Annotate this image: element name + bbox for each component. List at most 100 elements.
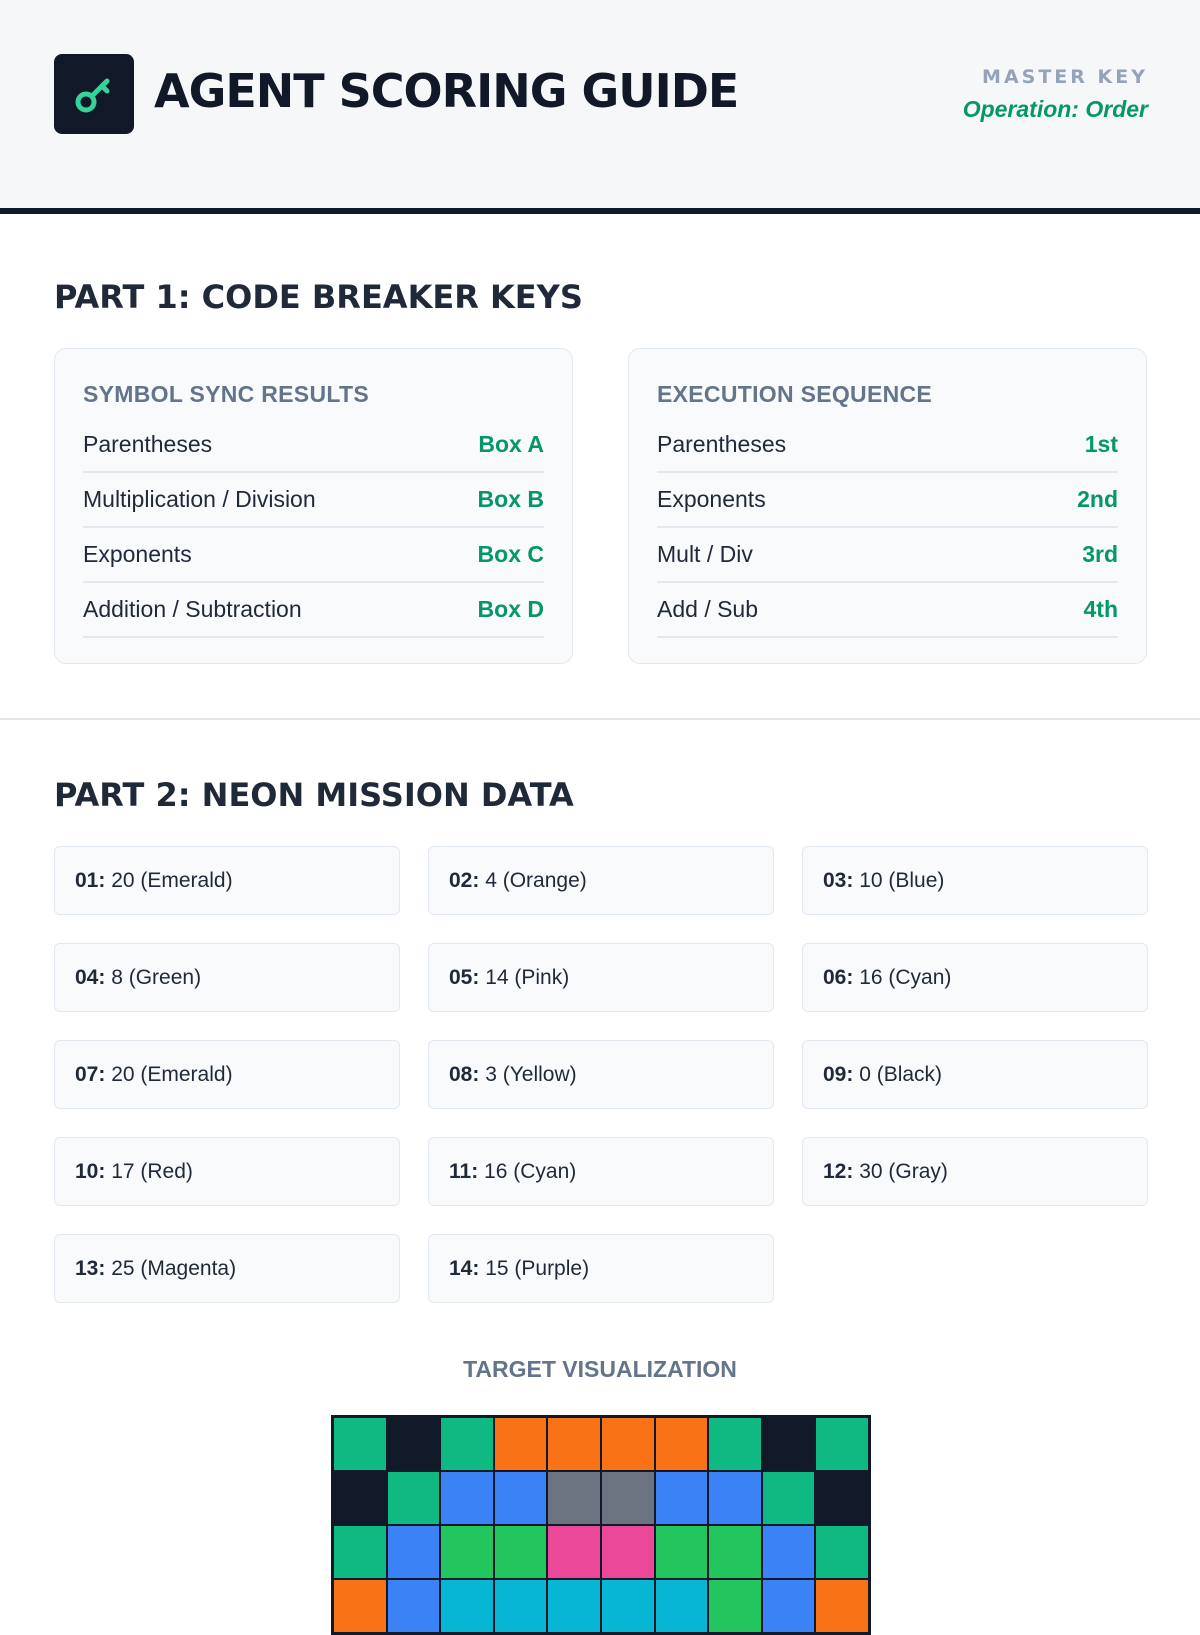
item-number: 09: (823, 1062, 854, 1086)
row-label: Addition / Subtraction (83, 596, 302, 622)
viz-pixel (762, 1526, 815, 1578)
item-number: 08: (449, 1062, 480, 1086)
item-number: 03: (823, 868, 854, 892)
viz-pixel (441, 1472, 493, 1524)
viz-pixel (709, 1580, 761, 1632)
row-label: Exponents (83, 541, 192, 567)
viz-pixel (334, 1418, 386, 1470)
part1-title: PART 1: CODE BREAKER KEYS (54, 278, 583, 316)
row-label: Exponents (657, 486, 766, 512)
viz-pixel (548, 1526, 600, 1578)
item-text: 4 (Orange) (479, 868, 587, 892)
execution-row: Add / Sub 4th (657, 583, 1118, 638)
row-value: Box C (477, 541, 544, 567)
viz-pixel (816, 1580, 868, 1632)
mission-item: 02: 4 (Orange) (428, 846, 774, 915)
row-value: 4th (1083, 596, 1119, 622)
execution-row: Exponents 2nd (657, 473, 1118, 528)
item-text: 16 (Cyan) (478, 1159, 577, 1183)
viz-pixel (548, 1580, 600, 1632)
mission-item: 05: 14 (Pink) (428, 943, 774, 1012)
viz-pixel (387, 1418, 440, 1470)
item-text: 25 (Magenta) (105, 1256, 237, 1280)
symbol-sync-card: SYMBOL SYNC RESULTS Parentheses Box A Mu… (54, 348, 573, 664)
mission-item: 03: 10 (Blue) (802, 846, 1148, 915)
item-number: 07: (75, 1062, 106, 1086)
execution-sequence-title: EXECUTION SEQUENCE (657, 381, 933, 407)
item-number: 05: (449, 965, 480, 989)
symbol-sync-row: Parentheses Box A (83, 418, 544, 473)
execution-sequence-card: EXECUTION SEQUENCE Parentheses 1st Expon… (628, 348, 1147, 664)
viz-pixel (548, 1472, 600, 1524)
viz-pixel (548, 1418, 600, 1470)
viz-pixel (601, 1472, 654, 1524)
item-text: 8 (Green) (105, 965, 202, 989)
viz-pixel (655, 1580, 708, 1632)
mission-item: 12: 30 (Gray) (802, 1137, 1148, 1206)
item-number: 01: (75, 868, 106, 892)
viz-pixel (762, 1472, 815, 1524)
item-text: 15 (Purple) (479, 1256, 590, 1280)
row-label: Add / Sub (657, 596, 759, 622)
item-text: 20 (Emerald) (105, 1062, 233, 1086)
mission-item: 11: 16 (Cyan) (428, 1137, 774, 1206)
row-label: Multiplication / Division (83, 486, 316, 512)
page-title: AGENT SCORING GUIDE (154, 64, 739, 118)
mission-item: 06: 16 (Cyan) (802, 943, 1148, 1012)
operation-name: Operation: Order (962, 96, 1148, 122)
mission-item: 09: 0 (Black) (802, 1040, 1148, 1109)
row-value: Box A (478, 431, 544, 457)
viz-pixel (601, 1418, 654, 1470)
item-number: 11: (449, 1159, 479, 1183)
mission-item: 14: 15 (Purple) (428, 1234, 774, 1303)
viz-pixel (494, 1472, 547, 1524)
item-number: 12: (823, 1159, 854, 1183)
item-text: 14 (Pink) (479, 965, 570, 989)
logo (54, 54, 134, 134)
symbol-sync-row: Multiplication / Division Box B (83, 473, 544, 528)
viz-pixel (441, 1526, 493, 1578)
row-value: 1st (1084, 431, 1118, 457)
row-label: Parentheses (83, 431, 213, 457)
row-value: Box B (477, 486, 544, 512)
mission-item: 13: 25 (Magenta) (54, 1234, 400, 1303)
key-icon (75, 78, 110, 113)
viz-pixel (494, 1580, 547, 1632)
viz-pixel (816, 1526, 868, 1578)
viz-pixel (655, 1472, 708, 1524)
mission-item: 08: 3 (Yellow) (428, 1040, 774, 1109)
target-visualization-title: TARGET VISUALIZATION (463, 1356, 737, 1382)
mission-item: 10: 17 (Red) (54, 1137, 400, 1206)
symbol-sync-row: Exponents Box C (83, 528, 544, 583)
item-number: 13: (75, 1256, 106, 1280)
viz-pixel (655, 1418, 708, 1470)
part2-title: PART 2: NEON MISSION DATA (54, 776, 574, 814)
viz-pixel (441, 1580, 493, 1632)
viz-pixel (816, 1418, 868, 1470)
viz-pixel (387, 1580, 440, 1632)
execution-row: Parentheses 1st (657, 418, 1118, 473)
viz-pixel (601, 1580, 654, 1632)
row-value: 3rd (1082, 541, 1118, 567)
item-number: 06: (823, 965, 854, 989)
symbol-sync-title: SYMBOL SYNC RESULTS (83, 381, 369, 407)
item-text: 20 (Emerald) (105, 868, 233, 892)
viz-pixel (655, 1526, 708, 1578)
mission-item: 07: 20 (Emerald) (54, 1040, 400, 1109)
row-value: 2nd (1077, 486, 1118, 512)
item-number: 04: (75, 965, 106, 989)
viz-pixel (762, 1580, 815, 1632)
viz-pixel (387, 1526, 440, 1578)
mission-item: 04: 8 (Green) (54, 943, 400, 1012)
viz-pixel (494, 1418, 547, 1470)
viz-pixel (709, 1526, 761, 1578)
viz-pixel (709, 1472, 761, 1524)
item-text: 3 (Yellow) (479, 1062, 577, 1086)
row-value: Box D (477, 596, 544, 622)
item-number: 10: (75, 1159, 106, 1183)
mission-data-grid: 01: 20 (Emerald) 02: 4 (Orange) 03: 10 (… (54, 846, 1148, 1303)
viz-pixel (387, 1472, 440, 1524)
target-visualization-grid (331, 1415, 871, 1635)
row-label: Parentheses (657, 431, 787, 457)
viz-pixel (441, 1418, 493, 1470)
